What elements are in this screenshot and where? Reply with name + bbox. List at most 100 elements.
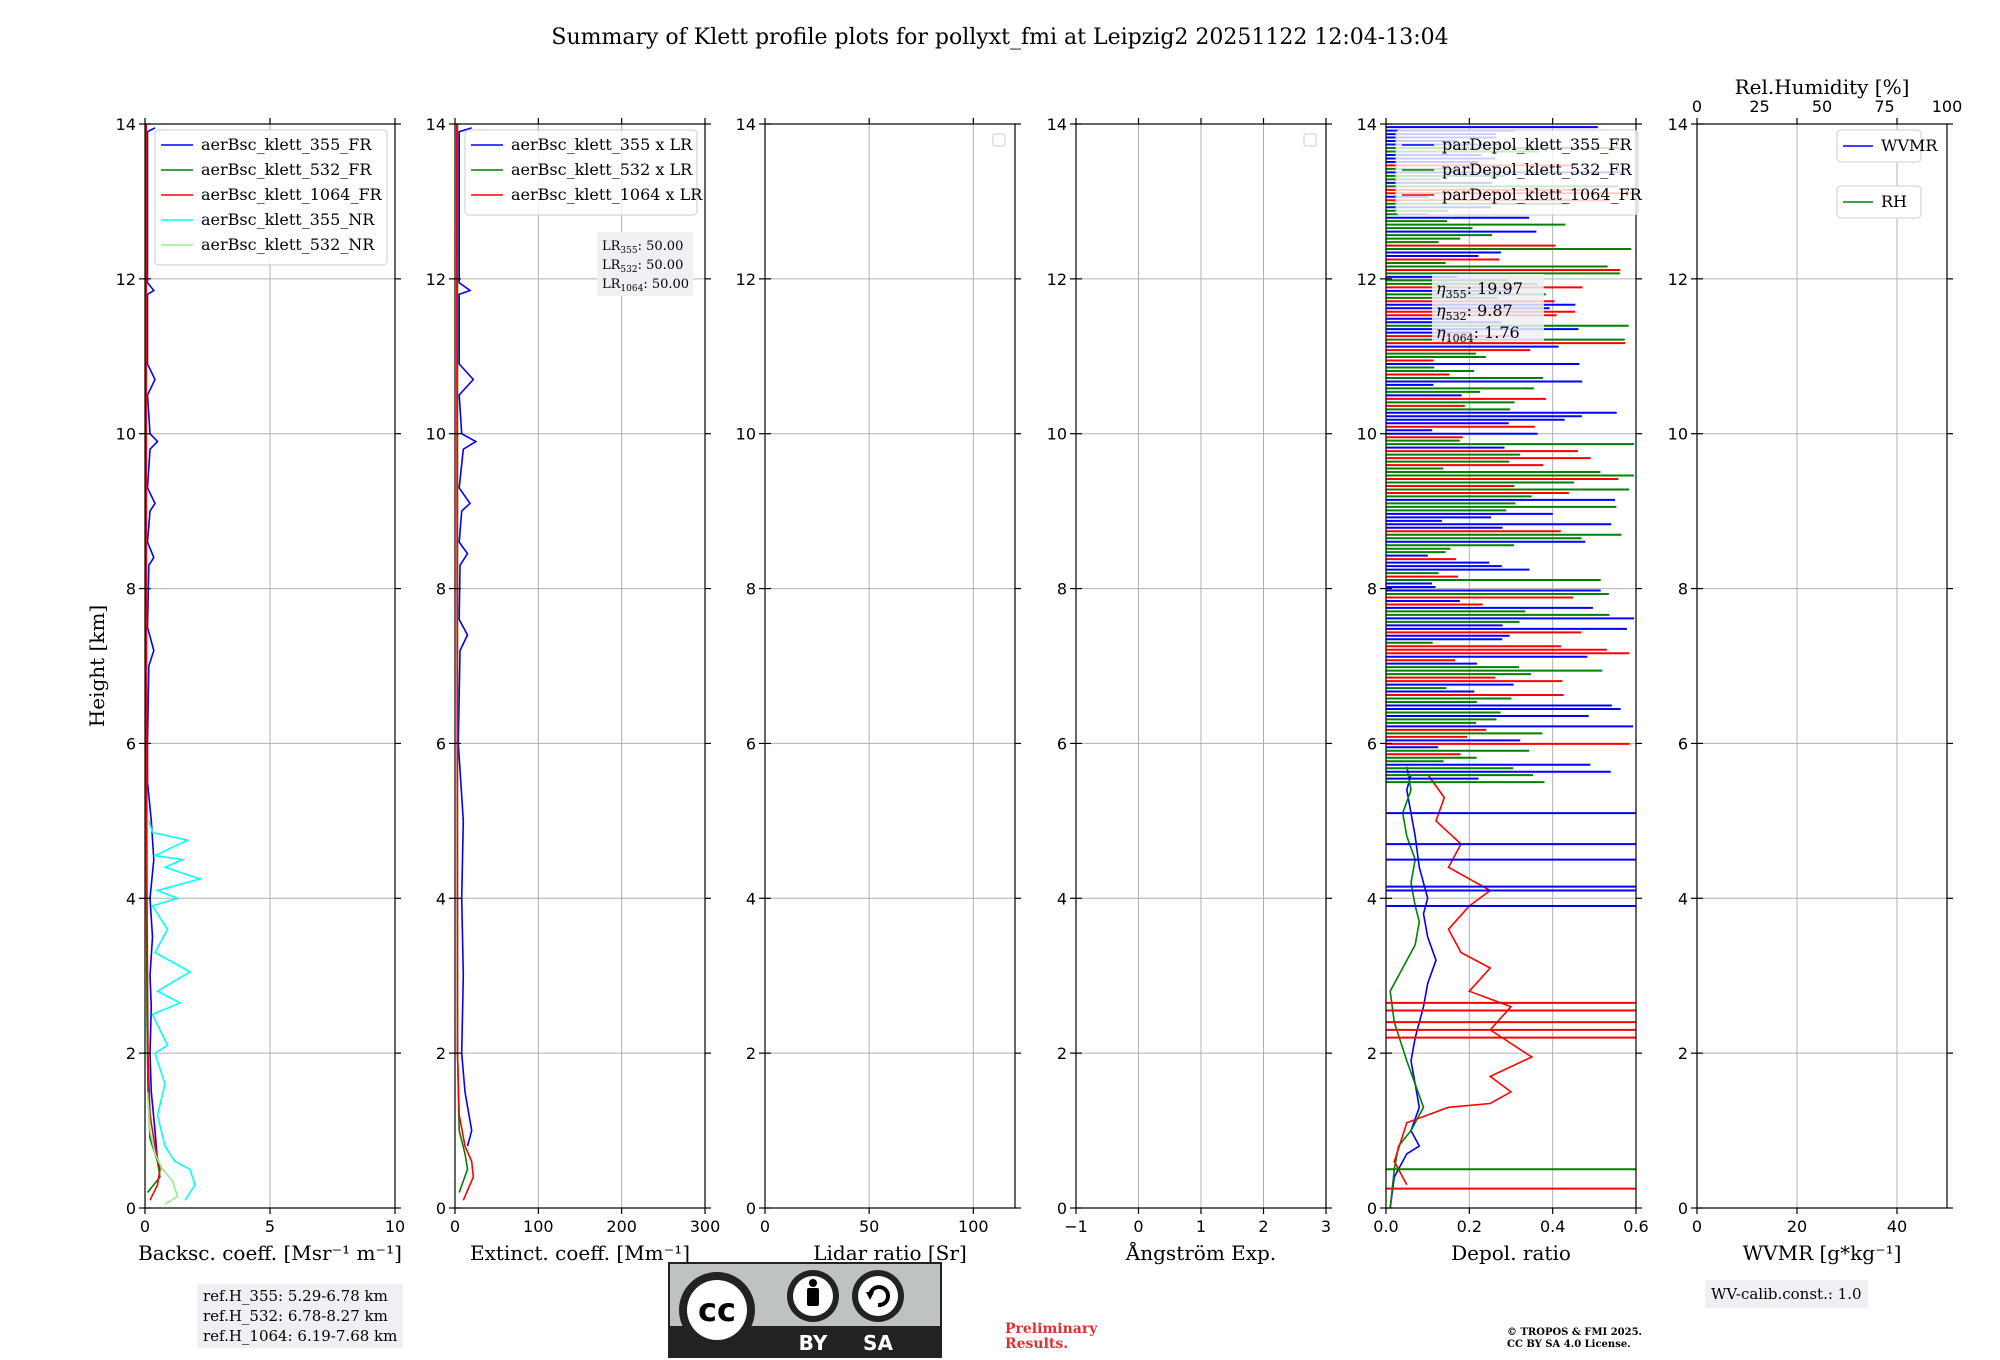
legend-entry: aerBsc_klett_532 x LR	[511, 160, 693, 179]
ytick-label: 0	[436, 1199, 446, 1218]
xtick-label: 20	[1787, 1217, 1807, 1236]
ytick-label: 14	[1357, 115, 1377, 134]
ytick-label: 8	[126, 580, 136, 599]
ytick-label: 10	[1668, 425, 1688, 444]
xtick-label: 0	[1133, 1217, 1143, 1236]
reference-heights-box: ref.H_355: 5.29-6.78 km ref.H_532: 6.78-…	[197, 1284, 404, 1348]
top-xtick-label: 75	[1874, 97, 1894, 116]
ytick-label: 0	[1057, 1199, 1067, 1218]
ytick-label: 8	[1367, 580, 1377, 599]
yaxis-label: Height [km]	[85, 605, 109, 727]
ytick-label: 6	[1367, 734, 1377, 753]
cc-logo-graphic: cc BY SA	[670, 1270, 940, 1356]
ytick-label: 14	[1668, 115, 1688, 134]
xtick-label: 0	[450, 1217, 460, 1236]
xaxis-label: Backsc. coeff. [Msr⁻¹ m⁻¹]	[138, 1241, 402, 1265]
xtick-label: 100	[958, 1217, 989, 1236]
legend-entry: aerBsc_klett_532_FR	[201, 160, 372, 179]
ytick-label: 4	[1367, 889, 1377, 908]
xtick-label: 300	[690, 1217, 721, 1236]
xtick-label: 10	[385, 1217, 405, 1236]
sa-share-icon	[868, 1285, 890, 1308]
ytick-label: 12	[1668, 270, 1688, 289]
xaxis-label: Lidar ratio [Sr]	[813, 1241, 967, 1265]
series-aerBsc_klett_355_NR	[148, 820, 203, 1201]
ytick-label: 6	[126, 734, 136, 753]
cc-by-label: BY	[799, 1331, 828, 1355]
ytick-label: 10	[1047, 425, 1067, 444]
cc-symbol: cc	[698, 1291, 736, 1329]
ytick-label: 12	[116, 270, 136, 289]
ytick-label: 0	[1367, 1199, 1377, 1218]
ytick-label: 0	[126, 1199, 136, 1218]
top-xtick-label: 0	[1692, 97, 1702, 116]
ref-height-532: ref.H_532: 6.78-8.27 km	[203, 1307, 388, 1325]
ytick-label: 2	[746, 1044, 756, 1063]
xaxis-label: Ångström Exp.	[1125, 1240, 1276, 1265]
ytick-label: 6	[746, 734, 756, 753]
panel-lidar_ratio: 0 2 4 6 8 10 12 14 0 50 100 Lidar ratio [Sr]	[736, 115, 1021, 1265]
figure-title: Summary of Klett profile plots for polly…	[551, 25, 1448, 50]
xtick-label: 0.0	[1373, 1217, 1398, 1236]
xtick-label: 40	[1887, 1217, 1907, 1236]
series-aerBsc_klett_355 x LR	[457, 127, 478, 1147]
copyright-note: © TROPOS & FMI 2025. CC BY SA 4.0 Licens…	[1507, 1327, 1643, 1350]
legend-entry: parDepol_klett_355_FR	[1442, 135, 1633, 154]
ytick-label: 0	[746, 1199, 756, 1218]
top-xtick-label: 100	[1932, 97, 1963, 116]
lidar-ratio-355: LR355: 50.00	[602, 239, 683, 256]
legend-entry: RH	[1881, 192, 1907, 211]
legend-box	[1836, 185, 1922, 219]
series-aerBsc_klett_532_NR	[146, 1091, 179, 1205]
ref-height-1064: ref.H_1064: 6.19-7.68 km	[203, 1327, 398, 1345]
legend-box	[1836, 129, 1922, 163]
ytick-label: 8	[436, 580, 446, 599]
ytick-label: 2	[436, 1044, 446, 1063]
preliminary-results-note: Preliminary Results.	[1005, 1321, 1098, 1352]
legend-entry: aerBsc_klett_355_NR	[201, 210, 375, 229]
ytick-label: 10	[426, 425, 446, 444]
series-parDepol_klett_532_FR	[1389, 766, 1425, 1209]
eta-532: η532: 9.87	[1436, 301, 1513, 323]
legend-entry: aerBsc_klett_1064_FR	[201, 185, 383, 204]
xtick-label: 0	[1692, 1217, 1702, 1236]
xtick-label: 0	[140, 1217, 150, 1236]
lidar-ratio-1064: LR1064: 50.00	[602, 277, 689, 294]
ytick-label: 6	[1057, 734, 1067, 753]
ytick-label: 12	[1357, 270, 1377, 289]
cc-license-logo: cc BY SA	[668, 1262, 942, 1358]
ytick-label: 4	[1057, 889, 1067, 908]
ytick-label: 2	[1367, 1044, 1377, 1063]
legend-entry: WVMR	[1881, 136, 1938, 155]
empty-legend-box	[1303, 133, 1317, 147]
ytick-label: 10	[116, 425, 136, 444]
ytick-label: 12	[1047, 270, 1067, 289]
ytick-label: 2	[1057, 1044, 1067, 1063]
legend-box	[464, 129, 698, 216]
ytick-label: 10	[736, 425, 756, 444]
xtick-label: 3	[1321, 1217, 1331, 1236]
top-xtick-label: 25	[1749, 97, 1769, 116]
xaxis-label: Depol. ratio	[1451, 1241, 1571, 1265]
ytick-label: 14	[736, 115, 756, 134]
ytick-label: 8	[1678, 580, 1688, 599]
xaxis-label: WVMR [g*kg⁻¹]	[1743, 1241, 1902, 1265]
legend-entry: parDepol_klett_1064_FR	[1442, 185, 1643, 204]
ytick-label: 2	[126, 1044, 136, 1063]
xtick-label: 1	[1196, 1217, 1206, 1236]
legend-entry: aerBsc_klett_532_NR	[201, 235, 375, 254]
ytick-label: 14	[116, 115, 136, 134]
axes-frame	[1696, 123, 1948, 1209]
panel-depolarization: 0 2 4 6 8 10 12 14 0.0 0.2 0.4 0.6 Depol. ratio parDe…	[1357, 115, 1649, 1265]
axes-frame	[764, 123, 1016, 1209]
ytick-label: 6	[436, 734, 446, 753]
legend-box	[154, 129, 388, 266]
cc-sa-label: SA	[863, 1331, 893, 1355]
ytick-label: 4	[436, 889, 446, 908]
ytick-label: 12	[426, 270, 446, 289]
xtick-label: 0.6	[1623, 1217, 1648, 1236]
